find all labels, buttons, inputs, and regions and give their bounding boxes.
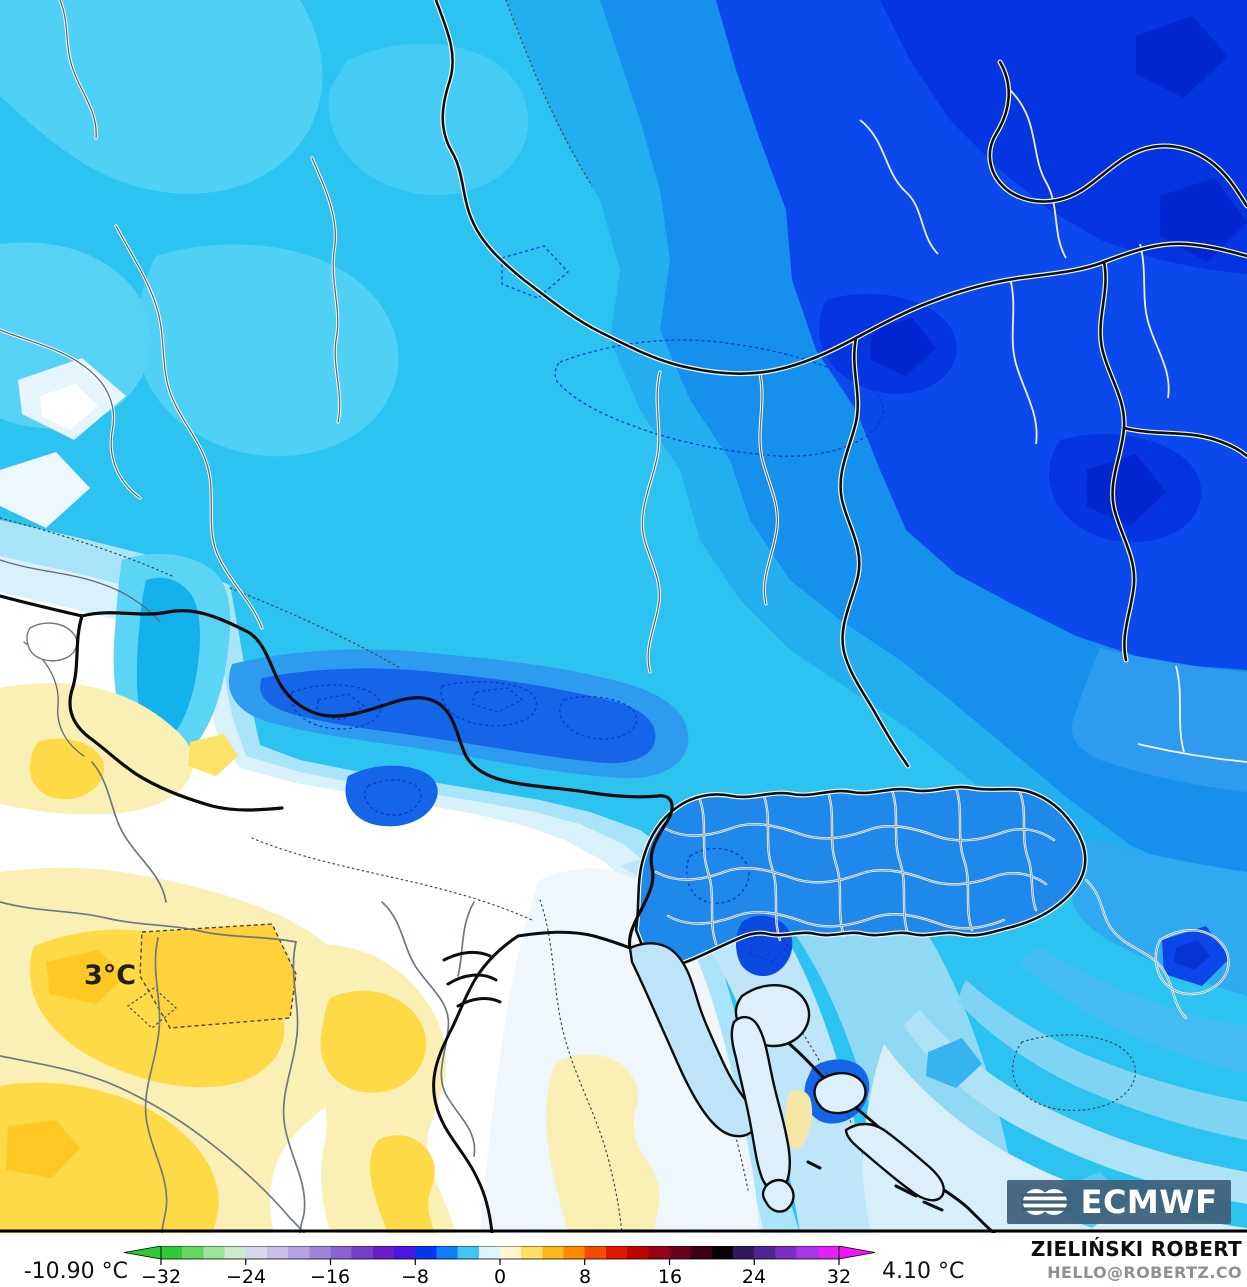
province-borders — [0, 761, 476, 1233]
colorbar-tick-label: −8 — [400, 1266, 430, 1287]
attribution-name: ZIELIŃSKI ROBERT — [1030, 1237, 1242, 1261]
colorbar-tick-label: 24 — [741, 1266, 767, 1287]
colorbar-arrow-right — [838, 1246, 875, 1260]
colorbar-tick-label: 8 — [578, 1266, 592, 1287]
colorbar-tick-label: 16 — [657, 1266, 683, 1287]
colorbar-ticks — [160, 1259, 840, 1265]
attribution-email: HELLO@ROBERTZ.CO — [1047, 1263, 1242, 1282]
colorbar-min-value: -10.90 °C — [23, 1259, 128, 1284]
colorbar-tick-label: −24 — [225, 1266, 267, 1287]
ecmwf-logo: ECMWF — [1007, 1180, 1231, 1224]
alpine-borders — [0, 594, 674, 950]
contour-label: 3°C — [84, 960, 136, 991]
colorbar-max-value: 4.10 °C — [882, 1259, 965, 1284]
coastlines — [432, 930, 996, 1233]
ecmwf-logo-text: ECMWF — [1080, 1183, 1218, 1221]
colorbar-tick-label: 32 — [826, 1266, 852, 1287]
temperature-fill-regions — [0, 0, 1247, 1233]
map-frame-bottom — [0, 1229, 1247, 1233]
colorbar-tick-label: −32 — [140, 1266, 182, 1287]
state-borders — [0, 0, 780, 757]
colorbar-tick-label: 0 — [493, 1266, 507, 1287]
temperature-anomaly-map: 3°C — [0, 0, 1247, 1233]
colorbar-gradient — [160, 1246, 840, 1260]
colorbar-tick-label: −16 — [309, 1266, 351, 1287]
regional-borders-light — [859, 89, 1247, 763]
colorbar-strip: −32 −24 −16 −8 0 8 16 24 32 -10.90 °C 4.… — [0, 1233, 1247, 1287]
colorbar-arrow-left — [124, 1246, 162, 1260]
ecmwf-globe-icon — [1020, 1189, 1073, 1215]
temperature-colorbar — [124, 1246, 875, 1265]
